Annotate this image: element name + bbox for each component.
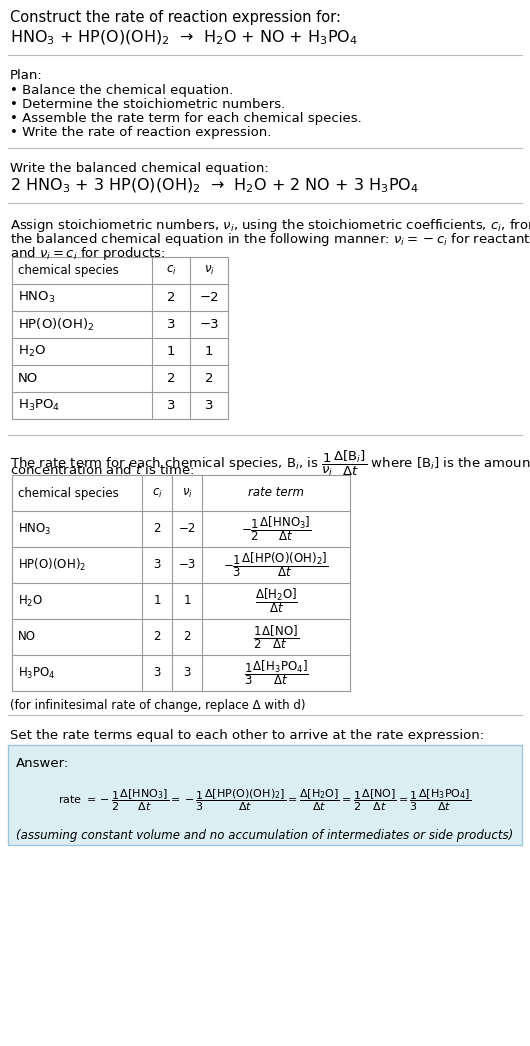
Text: Answer:: Answer:	[16, 757, 69, 770]
Text: $c_i$: $c_i$	[152, 486, 162, 500]
Text: −2: −2	[178, 523, 196, 536]
Text: 2 HNO$_3$ + 3 HP(O)(OH)$_2$  →  H$_2$O + 2 NO + 3 H$_3$PO$_4$: 2 HNO$_3$ + 3 HP(O)(OH)$_2$ → H$_2$O + 2…	[10, 177, 419, 196]
Text: −2: −2	[199, 291, 219, 304]
Text: • Determine the stoichiometric numbers.: • Determine the stoichiometric numbers.	[10, 98, 285, 111]
Text: 1: 1	[183, 594, 191, 608]
Text: $-\dfrac{1}{2}\dfrac{\Delta[\mathrm{HNO_3}]}{\Delta t}$: $-\dfrac{1}{2}\dfrac{\Delta[\mathrm{HNO_…	[241, 515, 311, 543]
Text: 3: 3	[167, 318, 175, 331]
Text: $\nu_i$: $\nu_i$	[182, 486, 192, 500]
Text: • Assemble the rate term for each chemical species.: • Assemble the rate term for each chemic…	[10, 112, 362, 126]
Text: concentration and $t$ is time:: concentration and $t$ is time:	[10, 463, 194, 477]
Text: HP(O)(OH)$_2$: HP(O)(OH)$_2$	[18, 556, 86, 573]
Text: Assign stoichiometric numbers, $\nu_i$, using the stoichiometric coefficients, $: Assign stoichiometric numbers, $\nu_i$, …	[10, 217, 530, 234]
Text: rate term: rate term	[248, 486, 304, 500]
Text: chemical species: chemical species	[18, 264, 119, 277]
Text: (for infinitesimal rate of change, replace Δ with d): (for infinitesimal rate of change, repla…	[10, 699, 305, 712]
Text: HP(O)(OH)$_2$: HP(O)(OH)$_2$	[18, 317, 94, 333]
Text: 1: 1	[205, 345, 213, 358]
Text: 2: 2	[183, 631, 191, 643]
Text: 2: 2	[167, 372, 175, 385]
Text: $\dfrac{1}{3}\dfrac{\Delta[\mathrm{H_3PO_4}]}{\Delta t}$: $\dfrac{1}{3}\dfrac{\Delta[\mathrm{H_3PO…	[244, 659, 308, 687]
Text: $\nu_i$: $\nu_i$	[204, 264, 215, 277]
Text: H$_3$PO$_4$: H$_3$PO$_4$	[18, 397, 60, 413]
Text: rate $= -\dfrac{1}{2}\dfrac{\Delta[\mathrm{HNO_3}]}{\Delta t} = -\dfrac{1}{3}\df: rate $= -\dfrac{1}{2}\dfrac{\Delta[\math…	[58, 788, 472, 813]
Text: HNO$_3$: HNO$_3$	[18, 290, 56, 305]
Text: Construct the rate of reaction expression for:: Construct the rate of reaction expressio…	[10, 10, 341, 25]
Bar	[12, 257, 228, 419]
Text: $c_i$: $c_i$	[166, 264, 176, 277]
Text: H$_3$PO$_4$: H$_3$PO$_4$	[18, 665, 56, 681]
Text: −3: −3	[179, 559, 196, 571]
Text: 3: 3	[153, 666, 161, 680]
Text: 2: 2	[153, 523, 161, 536]
Bar	[8, 745, 522, 845]
Text: $-\dfrac{1}{3}\dfrac{\Delta[\mathrm{HP(O)(OH)_2}]}{\Delta t}$: $-\dfrac{1}{3}\dfrac{\Delta[\mathrm{HP(O…	[223, 550, 329, 579]
Text: NO: NO	[18, 631, 36, 643]
Text: 3: 3	[183, 666, 191, 680]
Text: $\dfrac{1}{2}\dfrac{\Delta[\mathrm{NO}]}{\Delta t}$: $\dfrac{1}{2}\dfrac{\Delta[\mathrm{NO}]}…	[253, 623, 299, 651]
Text: Plan:: Plan:	[10, 69, 43, 82]
Text: $\dfrac{\Delta[\mathrm{H_2O}]}{\Delta t}$: $\dfrac{\Delta[\mathrm{H_2O}]}{\Delta t}…	[254, 587, 297, 615]
Text: 3: 3	[153, 559, 161, 571]
Text: NO: NO	[18, 372, 38, 385]
Text: HNO$_3$: HNO$_3$	[18, 522, 51, 537]
Text: 1: 1	[167, 345, 175, 358]
Text: and $\nu_i = c_i$ for products:: and $\nu_i = c_i$ for products:	[10, 245, 165, 262]
Text: 2: 2	[167, 291, 175, 304]
Text: chemical species: chemical species	[18, 486, 119, 500]
Text: Write the balanced chemical equation:: Write the balanced chemical equation:	[10, 162, 269, 175]
Text: the balanced chemical equation in the following manner: $\nu_i = -c_i$ for react: the balanced chemical equation in the fo…	[10, 231, 530, 248]
Text: 3: 3	[167, 399, 175, 412]
Text: The rate term for each chemical species, B$_i$, is $\dfrac{1}{\nu_i}\dfrac{\Delt: The rate term for each chemical species,…	[10, 449, 530, 478]
Text: H$_2$O: H$_2$O	[18, 593, 43, 609]
Text: 2: 2	[205, 372, 213, 385]
Text: 1: 1	[153, 594, 161, 608]
Text: (assuming constant volume and no accumulation of intermediates or side products): (assuming constant volume and no accumul…	[16, 829, 513, 842]
Text: 2: 2	[153, 631, 161, 643]
Text: • Write the rate of reaction expression.: • Write the rate of reaction expression.	[10, 126, 271, 139]
Text: HNO$_3$ + HP(O)(OH)$_2$  →  H$_2$O + NO + H$_3$PO$_4$: HNO$_3$ + HP(O)(OH)$_2$ → H$_2$O + NO + …	[10, 29, 358, 47]
Text: H$_2$O: H$_2$O	[18, 344, 46, 359]
Bar	[12, 475, 350, 691]
Text: 3: 3	[205, 399, 213, 412]
Text: −3: −3	[199, 318, 219, 331]
Text: • Balance the chemical equation.: • Balance the chemical equation.	[10, 84, 233, 97]
Text: Set the rate terms equal to each other to arrive at the rate expression:: Set the rate terms equal to each other t…	[10, 729, 484, 742]
